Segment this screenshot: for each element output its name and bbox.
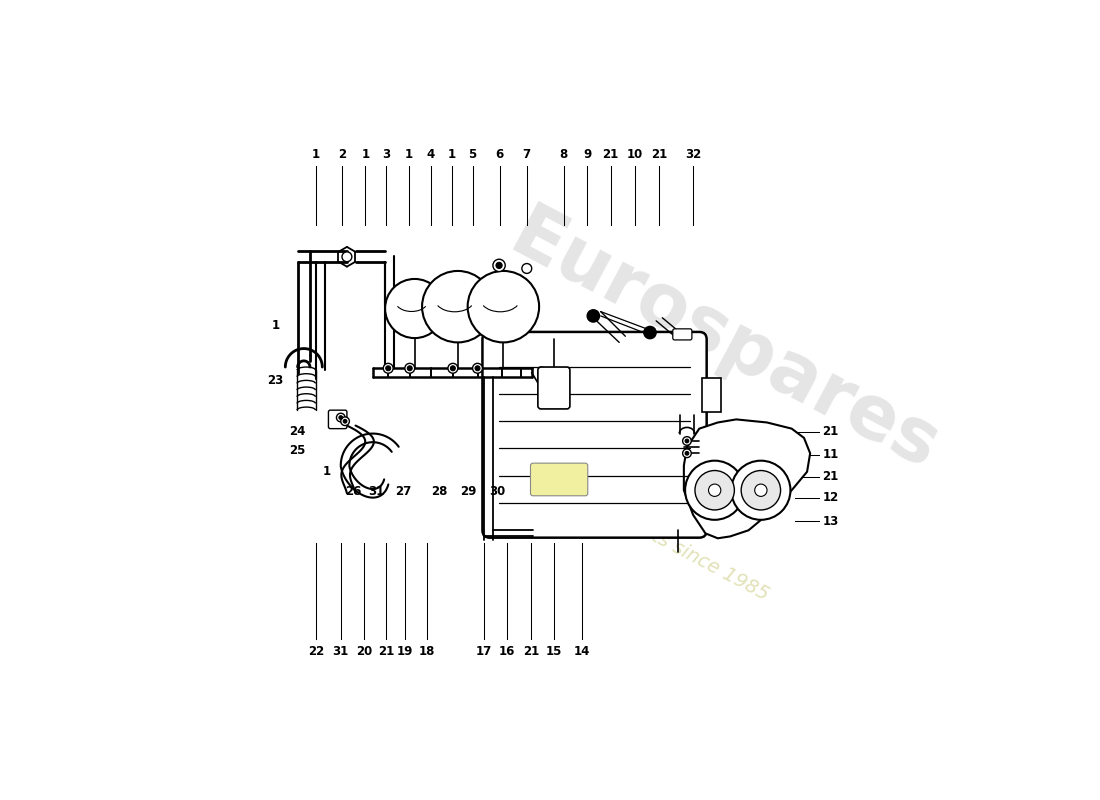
Circle shape (685, 439, 689, 443)
Text: 9: 9 (583, 148, 592, 161)
Circle shape (339, 416, 342, 419)
Text: Eurospares: Eurospares (497, 198, 950, 486)
Circle shape (342, 252, 352, 262)
Bar (702, 378, 722, 412)
FancyBboxPatch shape (538, 367, 570, 409)
Circle shape (337, 414, 345, 422)
Text: 15: 15 (546, 646, 562, 658)
Circle shape (695, 470, 735, 510)
Circle shape (685, 451, 689, 455)
Text: 6: 6 (496, 148, 504, 161)
Text: 1: 1 (405, 148, 412, 161)
Text: 21: 21 (651, 148, 668, 161)
Text: 1: 1 (322, 466, 331, 478)
Text: 30: 30 (490, 485, 505, 498)
Polygon shape (684, 419, 810, 538)
Text: 21: 21 (823, 426, 838, 438)
Text: 21: 21 (522, 646, 539, 658)
Circle shape (450, 366, 455, 370)
Text: 5: 5 (469, 148, 476, 161)
Text: 7: 7 (522, 148, 531, 161)
FancyBboxPatch shape (483, 332, 706, 538)
Circle shape (448, 363, 458, 373)
Text: 31: 31 (332, 646, 349, 658)
Text: 1: 1 (448, 148, 455, 161)
Circle shape (683, 437, 691, 446)
Text: 17: 17 (475, 646, 492, 658)
Circle shape (685, 461, 745, 520)
FancyBboxPatch shape (329, 410, 346, 429)
FancyBboxPatch shape (530, 463, 587, 496)
Text: 4: 4 (427, 148, 434, 161)
Circle shape (475, 366, 480, 370)
Circle shape (405, 363, 415, 373)
Text: 27: 27 (396, 485, 411, 498)
Text: 24: 24 (289, 426, 306, 438)
Text: 25: 25 (289, 444, 306, 457)
Text: 21: 21 (603, 148, 618, 161)
Text: a passion for parts since 1985: a passion for parts since 1985 (503, 450, 772, 605)
Text: 18: 18 (419, 646, 436, 658)
Text: 28: 28 (431, 485, 448, 498)
Text: 26: 26 (345, 485, 361, 498)
Text: 3: 3 (383, 148, 390, 161)
Text: 14: 14 (574, 646, 591, 658)
Circle shape (493, 259, 505, 271)
Text: 13: 13 (823, 514, 838, 527)
Text: 21: 21 (823, 470, 838, 483)
Text: 21: 21 (378, 646, 395, 658)
Circle shape (708, 484, 720, 496)
FancyBboxPatch shape (673, 329, 692, 340)
Circle shape (341, 417, 350, 426)
Circle shape (741, 470, 781, 510)
Circle shape (343, 419, 346, 423)
Circle shape (732, 461, 791, 520)
Circle shape (383, 363, 393, 373)
Text: 1: 1 (272, 318, 279, 332)
Text: 8: 8 (560, 148, 568, 161)
Text: 12: 12 (823, 491, 838, 504)
Circle shape (496, 262, 502, 269)
Text: 2: 2 (338, 148, 346, 161)
Circle shape (683, 449, 691, 458)
Circle shape (587, 310, 600, 322)
Circle shape (473, 363, 483, 373)
Text: 29: 29 (460, 485, 476, 498)
Text: 16: 16 (499, 646, 515, 658)
Text: 31: 31 (368, 485, 385, 498)
Text: 1: 1 (361, 148, 370, 161)
Text: 19: 19 (397, 646, 412, 658)
Circle shape (385, 279, 444, 338)
Circle shape (386, 366, 390, 370)
Text: 10: 10 (627, 148, 644, 161)
Text: 20: 20 (356, 646, 372, 658)
Text: 23: 23 (267, 374, 284, 387)
Circle shape (468, 271, 539, 342)
Text: 1: 1 (312, 148, 320, 161)
Circle shape (755, 484, 767, 496)
Text: 11: 11 (823, 448, 838, 461)
Circle shape (422, 271, 494, 342)
Circle shape (644, 326, 656, 338)
Text: 22: 22 (308, 646, 324, 658)
Text: 32: 32 (685, 148, 701, 161)
Circle shape (521, 263, 531, 274)
Circle shape (407, 366, 412, 370)
